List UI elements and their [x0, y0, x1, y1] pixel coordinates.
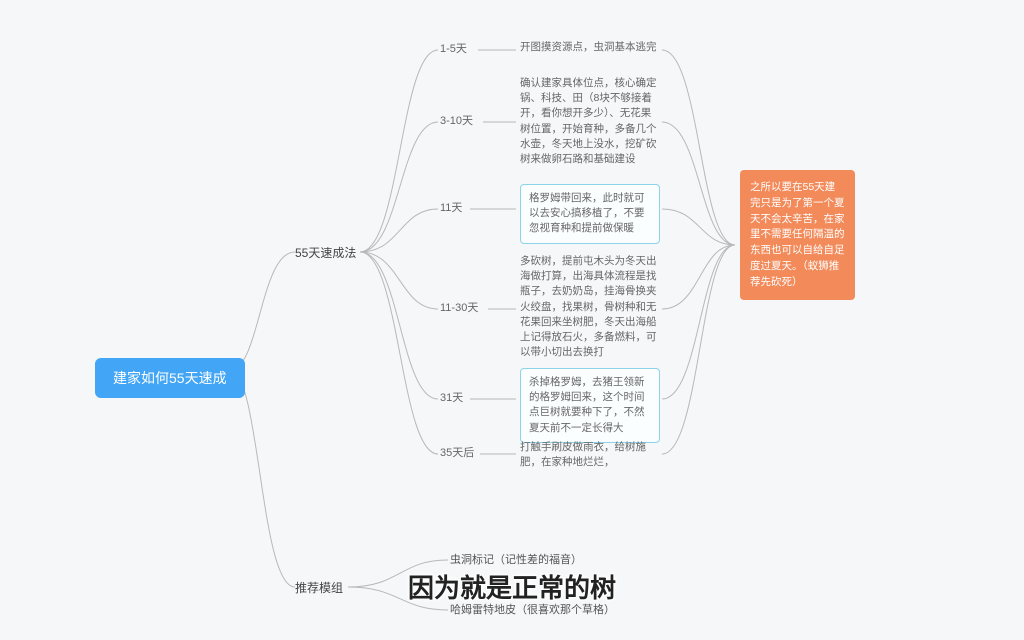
detail-31: 杀掉格罗姆，去猪王领新的格罗姆回来，这个时间点巨树就要种下了，不然夏天前不一定长… [520, 368, 660, 443]
branch-55days[interactable]: 55天速成法 [295, 245, 356, 262]
day-11: 11天 [440, 201, 462, 217]
detail-11-30: 多砍树，提前屯木头为冬天出海做打算，出海具体流程是找瓶子，去奶奶岛，挂海骨换夹火… [520, 254, 660, 361]
video-caption: 因为就是正常的树 [408, 568, 616, 605]
summary-box: 之所以要在55天建完只是为了第一个夏天不会太辛苦，在家里不需要任何隔温的东西也可… [740, 170, 855, 300]
day-11-30: 11-30天 [440, 301, 478, 317]
day-35plus: 35天后 [440, 446, 474, 462]
day-1-5: 1-5天 [440, 42, 467, 58]
day-31: 31天 [440, 391, 463, 407]
branch-mods[interactable]: 推荐模组 [295, 580, 343, 597]
detail-3-10: 确认建家具体位点，核心确定锅、科技、田（8块不够接着开，看你想开多少）、无花果树… [520, 76, 660, 167]
detail-1-5: 开图摸资源点，虫洞基本逃完 [520, 40, 660, 55]
connector-lines [0, 0, 1024, 640]
mod-wormhole: 虫洞标记（记性差的福音） [450, 553, 582, 569]
root-node[interactable]: 建家如何55天速成 [95, 358, 245, 398]
day-3-10: 3-10天 [440, 114, 473, 130]
detail-11: 格罗姆带回来，此时就可以去安心搞移植了，不要忽视育种和提前做保暖 [520, 184, 660, 244]
mod-hamlet-turf: 哈姆雷特地皮（很喜欢那个草格） [450, 603, 615, 619]
detail-35plus: 打触手刷皮做雨衣，给树施肥，在家种地烂烂， [520, 440, 660, 470]
